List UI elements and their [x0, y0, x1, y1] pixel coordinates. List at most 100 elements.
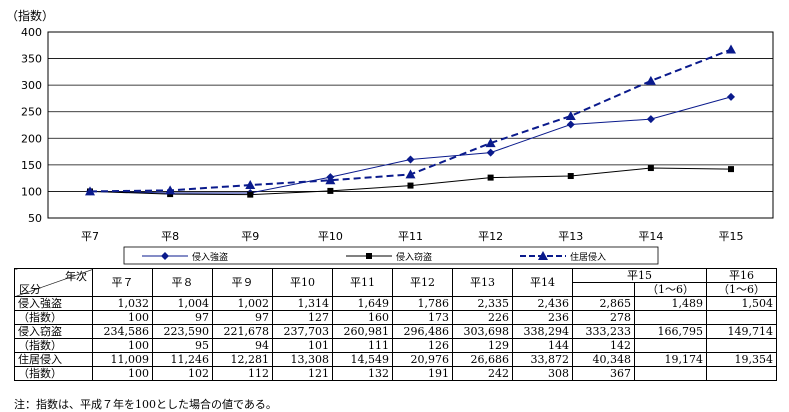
y-tick-label: 250	[21, 106, 42, 119]
x-tick-labels: 平7 平8 平9 平10 平11 平12 平13 平14 平15	[81, 230, 744, 243]
table-cell: 121	[272, 366, 333, 381]
table-cell: 26,686	[452, 352, 513, 367]
row-label: （指数）	[14, 366, 93, 381]
gridlines	[47, 31, 774, 219]
table-cell: 14,549	[332, 352, 393, 367]
year-header: 平13	[452, 268, 513, 297]
table-cell: 129	[452, 338, 513, 353]
table-cell: 303,698	[452, 324, 513, 339]
series-triangle	[85, 44, 736, 196]
data-point	[245, 180, 256, 190]
table-corner: 年次 区分	[14, 268, 93, 297]
year-header: 平７	[92, 268, 153, 297]
table-cell: 2,335	[452, 296, 513, 311]
table-cell: 20,976	[392, 352, 453, 367]
row-label: 住居侵入	[14, 352, 93, 367]
row-label: 侵入強盗	[14, 296, 93, 311]
table-cell: 2,436	[512, 296, 573, 311]
table-cell: 33,872	[512, 352, 573, 367]
table-cell: 1,032	[92, 296, 153, 311]
table-cell: 1,489	[634, 296, 707, 311]
table-cell: 142	[572, 338, 635, 353]
data-point	[487, 174, 494, 181]
y-tick-label: 400	[21, 26, 42, 39]
series-line	[89, 96, 732, 194]
row-label: 侵入窃盗	[14, 324, 93, 339]
table-cell: 226	[452, 310, 513, 325]
legend-label: 住居侵入	[570, 251, 606, 263]
series-lines	[85, 44, 736, 198]
table-cell: 11,246	[152, 352, 213, 367]
year-subheader: （1～6）	[634, 282, 707, 297]
data-point	[327, 187, 334, 194]
data-point	[567, 173, 574, 180]
x-tick-label: 平9	[241, 230, 259, 243]
y-unit-label: （指数）	[6, 8, 54, 23]
year-header: 平14	[512, 268, 573, 297]
data-point	[538, 251, 548, 260]
table-cell: 19,174	[634, 352, 707, 367]
year-subheader	[572, 282, 635, 297]
data-point	[646, 115, 655, 124]
table-cell: 12,281	[212, 352, 273, 367]
table-cell: 278	[572, 310, 635, 325]
year-header: 平12	[392, 268, 453, 297]
data-point	[645, 75, 656, 85]
x-tick-label: 平7	[81, 230, 99, 243]
x-tick-label: 平12	[478, 230, 503, 243]
table-cell: 338,294	[512, 324, 573, 339]
table-row: （指数） 100 97 97 127 160 173 226 236 278	[14, 310, 777, 325]
data-point	[161, 252, 169, 260]
table-cell	[706, 366, 777, 381]
table-cell: 144	[512, 338, 573, 353]
table-cell: 237,703	[272, 324, 333, 339]
table-cell: 1,504	[706, 296, 777, 311]
table-cell: 149,714	[706, 324, 777, 339]
y-tick-labels: 50 100 150 200 250 300 350 400	[21, 26, 42, 225]
x-tick-label: 平8	[161, 230, 179, 243]
x-tick-label: 平11	[398, 230, 423, 243]
table-row: （指数） 100 95 94 101 111 126 129 144 142	[14, 338, 777, 353]
table-cell: 221,678	[212, 324, 273, 339]
table-cell: 1,649	[332, 296, 393, 311]
table-cell: 173	[392, 310, 453, 325]
data-point	[485, 138, 496, 148]
table-cell: 1,786	[392, 296, 453, 311]
table-cell	[634, 366, 707, 381]
table-cell: 11,009	[92, 352, 153, 367]
data-point	[407, 182, 414, 189]
table-cell: 160	[332, 310, 393, 325]
table-cell: 166,795	[634, 324, 707, 339]
table-cell: 102	[152, 366, 213, 381]
table-cell: 191	[392, 366, 453, 381]
table-cell: 112	[212, 366, 273, 381]
table-cell: 236	[512, 310, 573, 325]
data-point	[728, 166, 734, 173]
table-cell: 132	[332, 366, 393, 381]
table-cell	[634, 310, 707, 325]
table-cell: 13,308	[272, 352, 333, 367]
data-point	[486, 148, 495, 157]
year-header: 平８	[152, 268, 213, 297]
series-diamond	[86, 92, 735, 198]
data-point	[405, 169, 416, 179]
table-cell: 95	[152, 338, 213, 353]
table-row: 住居侵入 11,009 11,246 12,281 13,308 14,549 20,976…	[14, 352, 777, 367]
table-cell: 97	[212, 310, 273, 325]
data-point	[566, 120, 575, 129]
table-row: 侵入窃盗 234,586 223,590 221,678 237,703 260,981 2…	[14, 324, 777, 339]
header-row: 年次 区分 平７ 平８ 平９ 平10 平11 平12 平13 平14 平15 平16	[14, 268, 777, 297]
table-cell: 40,348	[572, 352, 635, 367]
table-cell: 223,590	[152, 324, 213, 339]
row-label: （指数）	[14, 338, 93, 353]
x-tick-label: 平15	[719, 230, 744, 243]
x-tick-label: 平14	[638, 230, 663, 243]
year-header: 平10	[272, 268, 333, 297]
y-tick-label: 350	[21, 53, 42, 66]
year-subheader: （1～6）	[706, 282, 777, 297]
x-tick-label: 平13	[558, 230, 583, 243]
table-cell	[706, 310, 777, 325]
year-header: 平９	[212, 268, 273, 297]
table-cell: 2,865	[572, 296, 635, 311]
table-cell: 101	[272, 338, 333, 353]
